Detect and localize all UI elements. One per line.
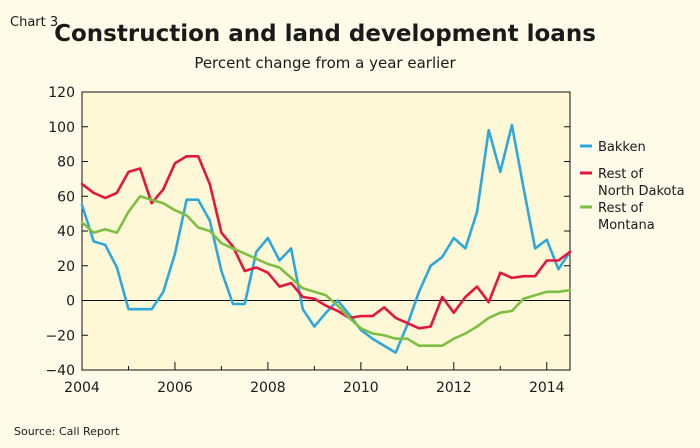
series-line-rest-of-montana xyxy=(80,195,572,348)
y-tick-label: −20 xyxy=(45,328,75,344)
legend-label-rest-of-north-dakota: North Dakota xyxy=(598,184,685,199)
source-note: Source: Call Report xyxy=(14,425,120,438)
legend-label-rest-of-north-dakota: Rest of xyxy=(598,167,643,182)
y-tick-label: 120 xyxy=(48,85,75,101)
series-line-bakken xyxy=(80,123,572,354)
x-tick-label: 2010 xyxy=(343,380,379,396)
y-tick-label: 100 xyxy=(48,120,75,136)
legend-label-rest-of-montana: Montana xyxy=(598,218,655,233)
x-tick-label: 2012 xyxy=(436,380,472,396)
series-line-rest-of-north-dakota xyxy=(80,155,572,330)
y-tick-label: 40 xyxy=(57,224,75,240)
x-tick-label: 2006 xyxy=(157,380,193,396)
x-tick-label: 2014 xyxy=(529,380,565,396)
y-tick-label: 20 xyxy=(57,259,75,275)
y-tick-label: 0 xyxy=(66,294,75,310)
plot-area xyxy=(81,91,571,371)
y-tick-label: 80 xyxy=(57,155,75,171)
legend-label-bakken: Bakken xyxy=(598,140,646,155)
chart-title: Construction and land development loans xyxy=(54,21,596,47)
x-tick-label: 2008 xyxy=(250,380,286,396)
chart-subtitle: Percent change from a year earlier xyxy=(194,54,456,72)
y-tick-label: 60 xyxy=(57,189,75,205)
y-tick-label: −40 xyxy=(45,363,75,379)
chart-number: Chart 3 xyxy=(10,15,58,30)
legend-label-rest-of-montana: Rest of xyxy=(598,201,643,216)
x-tick-label: 2004 xyxy=(64,380,100,396)
